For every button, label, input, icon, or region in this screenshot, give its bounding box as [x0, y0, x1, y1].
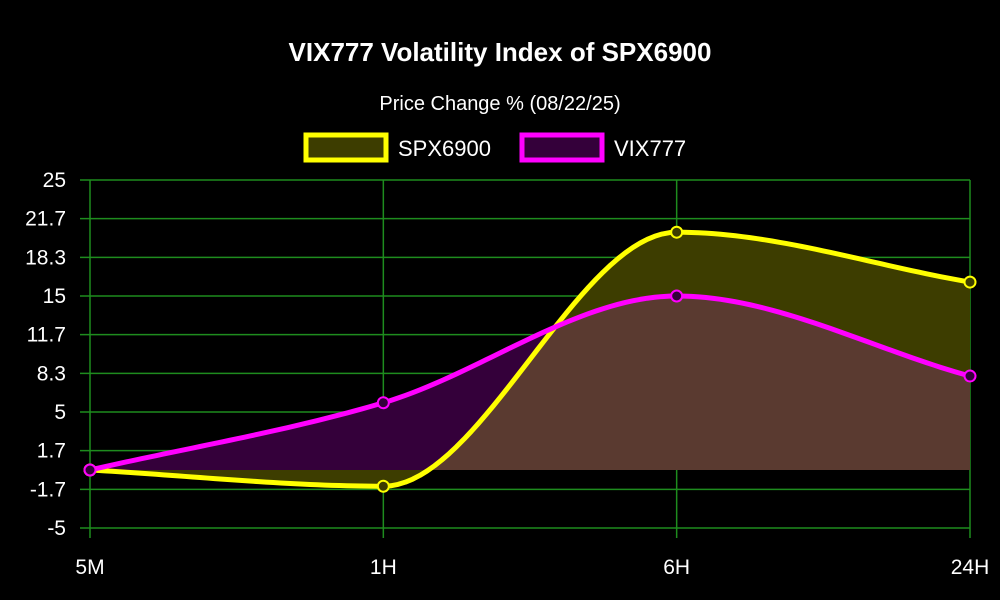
- point-vix777[interactable]: [670, 289, 684, 303]
- y-tick-label: 5: [54, 401, 66, 424]
- point-vix777[interactable]: [376, 396, 390, 410]
- y-tick-label: 1.7: [37, 440, 66, 463]
- y-tick-label: -5: [47, 517, 66, 540]
- y-tick-label: 18.3: [25, 246, 66, 269]
- legend-swatch-vix777[interactable]: [519, 132, 605, 163]
- line-spx6900: [89, 229, 971, 489]
- line-vix777: [89, 293, 971, 473]
- legend-label-spx6900: SPX6900: [398, 136, 491, 161]
- x-tick-label: 5M: [75, 556, 104, 579]
- point-spx6900[interactable]: [963, 275, 977, 289]
- y-tick-label: 15: [43, 285, 66, 308]
- point-vix777[interactable]: [83, 463, 97, 477]
- y-tick-label: 11.7: [27, 324, 66, 347]
- y-axis-ticks: 25 21.7 18.3 15 11.7 8.3 5 1.7 -1.7 -5: [25, 169, 66, 540]
- x-tick-label: 24H: [951, 556, 990, 579]
- legend: SPX6900 VIX777: [303, 132, 686, 163]
- area-overlap: [90, 296, 970, 470]
- chart-subtitle: Price Change % (08/22/25): [379, 93, 620, 115]
- y-tick-label: 25: [43, 169, 66, 192]
- y-tick-label: 21.7: [25, 208, 66, 231]
- y-tick-label: 8.3: [37, 362, 66, 385]
- chart-title: VIX777 Volatility Index of SPX6900: [289, 37, 712, 67]
- point-spx6900[interactable]: [376, 479, 390, 493]
- legend-swatch-spx6900[interactable]: [303, 132, 389, 163]
- legend-label-vix777: VIX777: [614, 136, 686, 161]
- x-tick-label: 1H: [370, 556, 397, 579]
- series-lines: [89, 229, 971, 489]
- x-tick-label: 6H: [663, 556, 690, 579]
- point-spx6900[interactable]: [670, 225, 684, 239]
- data-points: [83, 225, 977, 493]
- y-tick-label: -1.7: [30, 478, 66, 501]
- point-vix777[interactable]: [963, 369, 977, 383]
- x-axis-ticks: 5M 1H 6H 24H: [75, 556, 989, 579]
